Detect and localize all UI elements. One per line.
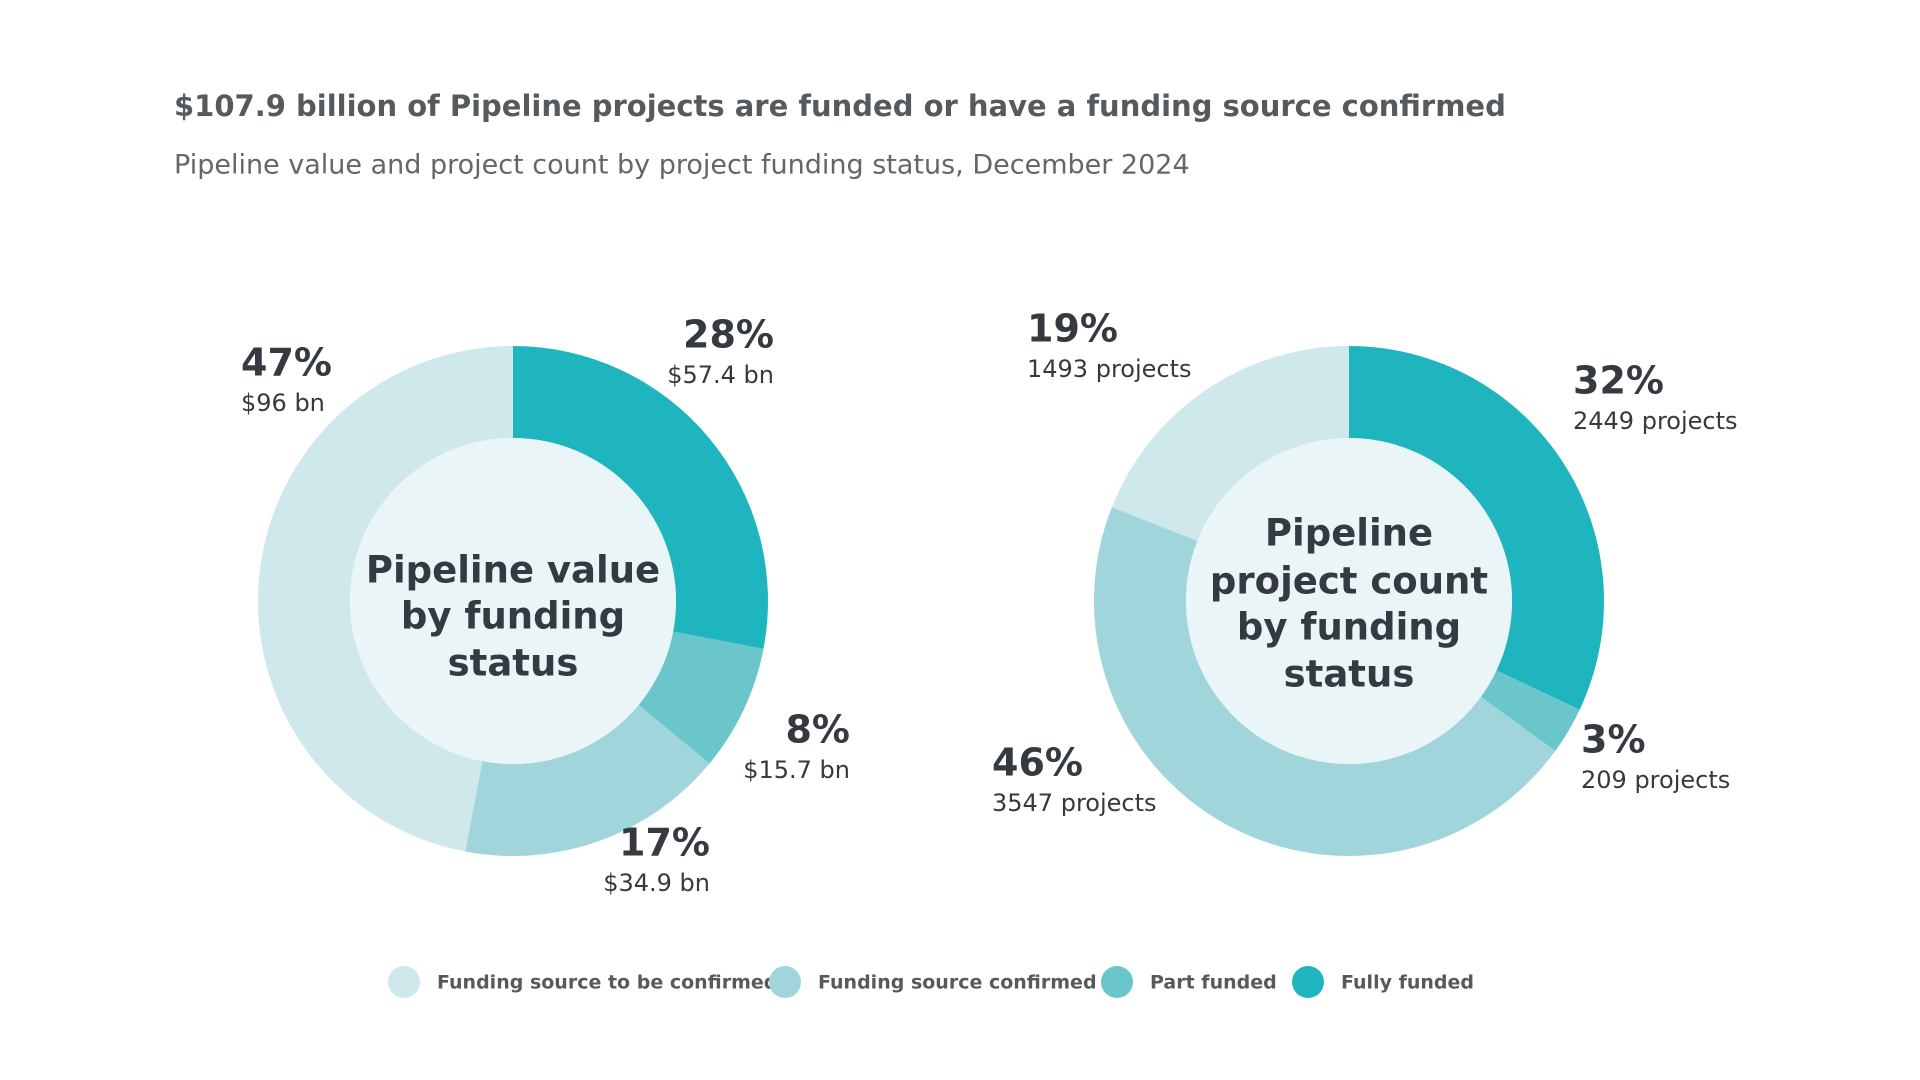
donut-center [1186,438,1512,764]
donut-segment [1111,346,1349,541]
donut-segment [1349,346,1604,710]
detail-label: 3547 projects [992,789,1157,817]
donut-center [350,438,676,764]
center-label: project count [1210,560,1488,603]
percent-label: 32% [1573,359,1664,403]
donut-segment [513,346,768,649]
legend-swatch [388,966,420,998]
donut-segment [1480,670,1580,751]
legend-swatch [1292,966,1324,998]
legend-label: Fully funded [1341,972,1474,994]
center-label: status [448,642,579,685]
legend-swatch [1101,966,1133,998]
legend-label: Funding source to be confirmed [437,972,777,994]
detail-label: $57.4 bn [667,361,774,389]
detail-label: $96 bn [241,389,325,417]
donut-segment [1093,507,1556,857]
legend-label: Funding source confirmed [818,972,1097,994]
donut-segment [638,631,764,764]
percent-label: 8% [785,708,850,752]
center-label: status [1284,653,1415,696]
center-label: Pipeline value [366,549,660,592]
percent-label: 3% [1581,718,1646,762]
percent-label: 47% [241,341,332,385]
center-label: Pipeline [1265,512,1433,555]
percent-label: 28% [683,313,774,357]
donut-segment [257,346,513,852]
donut-segment [465,704,710,857]
detail-label: 209 projects [1581,766,1730,794]
legend-label: Part funded [1150,972,1277,994]
detail-label: $34.9 bn [603,869,710,897]
center-label: by funding [1237,606,1461,649]
center-label: by funding [401,595,625,638]
percent-label: 17% [619,821,710,865]
legend-swatch [769,966,801,998]
detail-label: 1493 projects [1027,355,1192,383]
percent-label: 46% [992,741,1083,785]
title: $107.9 billion of Pipeline projects are … [174,89,1506,123]
detail-label: $15.7 bn [743,756,850,784]
detail-label: 2449 projects [1573,407,1738,435]
subtitle: Pipeline value and project count by proj… [174,150,1190,181]
percent-label: 19% [1027,307,1118,351]
